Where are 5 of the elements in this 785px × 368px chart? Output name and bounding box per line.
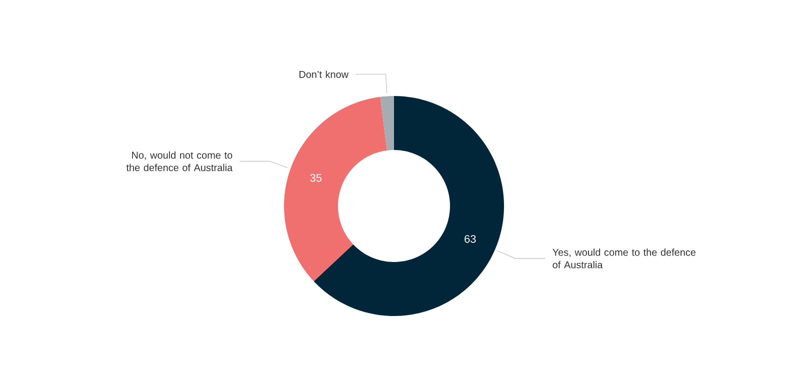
data-label: 63 bbox=[464, 235, 476, 243]
slice-label: Don’t know bbox=[299, 70, 349, 78]
slice-label: Yes, would come to the defence of Australia bbox=[552, 248, 696, 268]
data-label: 35 bbox=[310, 174, 322, 182]
slice-label: No, would not come to the defence of Australia bbox=[126, 151, 233, 172]
